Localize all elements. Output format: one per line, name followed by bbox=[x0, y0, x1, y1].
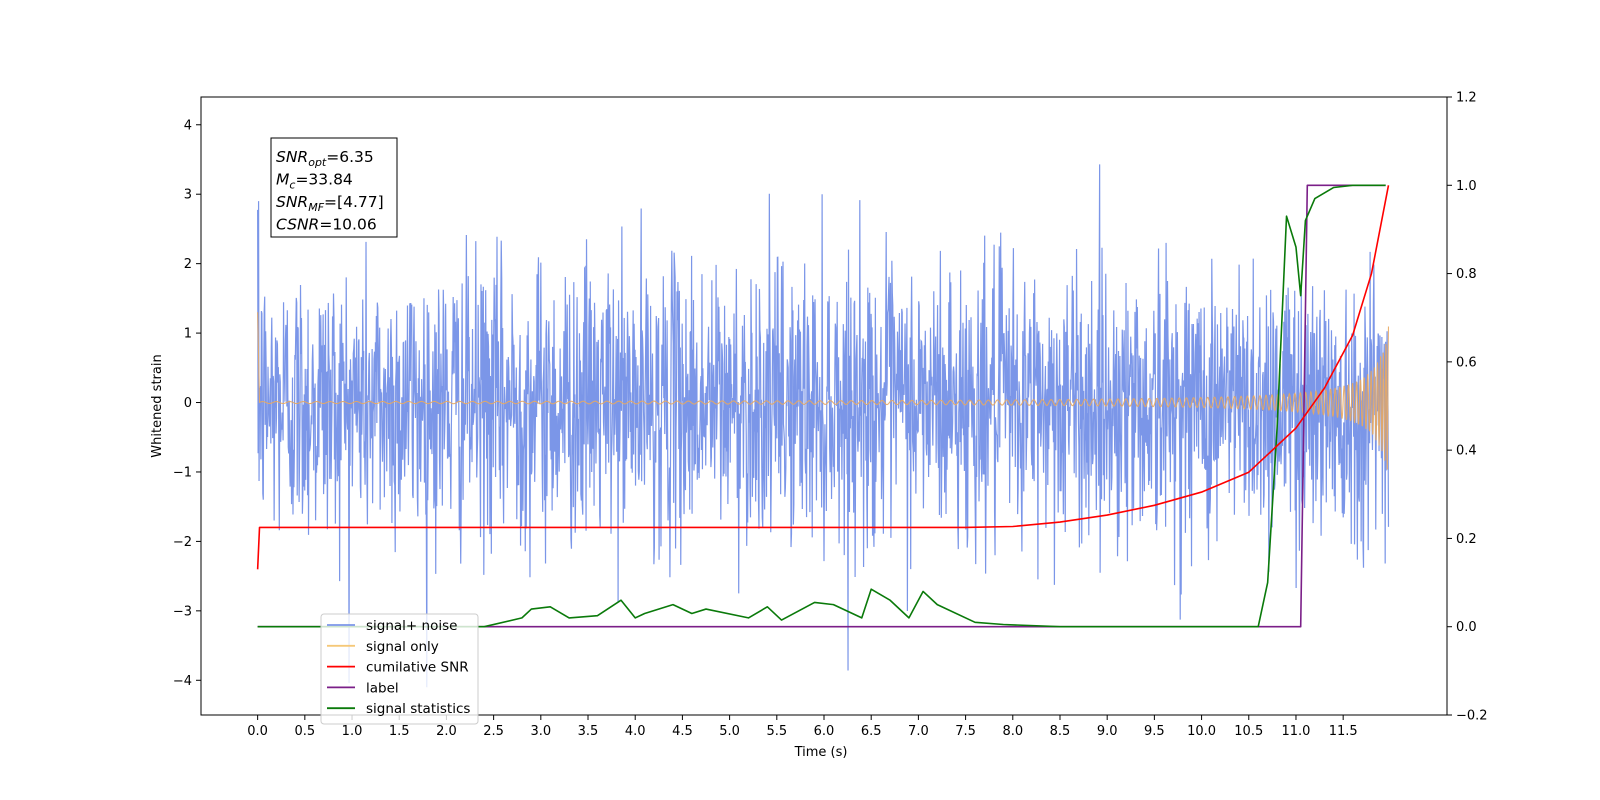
x-tick-label: 0.0 bbox=[247, 724, 268, 739]
y-right-tick-label: −0.2 bbox=[1456, 709, 1488, 724]
y-axis-label: Whitened strain bbox=[150, 354, 165, 457]
x-tick-label: 4.0 bbox=[625, 724, 646, 739]
x-tick-label: 9.5 bbox=[1144, 724, 1165, 739]
y-right-tick-label: 1.0 bbox=[1456, 179, 1477, 194]
x-tick-label: 5.5 bbox=[766, 724, 787, 739]
y-left-tick-label: −3 bbox=[173, 604, 192, 619]
legend-frame bbox=[320, 613, 479, 725]
legend: signal+ noise signal only cumilative SNR la… bbox=[320, 613, 479, 725]
y-right-tick-label: 0.0 bbox=[1456, 620, 1477, 635]
annotation-box-frame bbox=[270, 137, 398, 238]
y-left-tick-label: 0 bbox=[184, 396, 192, 411]
annotation-line: CSNR=10.06 bbox=[276, 216, 377, 234]
series-cumulative-snr-line bbox=[256, 185, 1390, 570]
annotation-line: SNRMF=[4.77] bbox=[276, 193, 384, 214]
y-right-tick-label: 0.4 bbox=[1456, 444, 1477, 459]
legend-entry-label: label bbox=[366, 680, 399, 696]
x-tick-label: 6.5 bbox=[861, 724, 882, 739]
x-axis-label: Time (s) bbox=[794, 745, 848, 760]
y-left-tick-label: 1 bbox=[184, 327, 192, 342]
series-signal-statistics-line bbox=[257, 184, 1386, 628]
y-left-tick-label: 4 bbox=[184, 118, 192, 133]
legend-entry-label: cumilative SNR bbox=[366, 660, 469, 676]
x-tick-label: 3.5 bbox=[578, 724, 599, 739]
x-tick-label: 2.0 bbox=[436, 724, 457, 739]
x-tick-label: 11.0 bbox=[1281, 724, 1310, 739]
legend-entry-label: signal only bbox=[366, 639, 439, 655]
annotation-line: Mc=33.84 bbox=[276, 171, 353, 192]
x-tick-label: 8.0 bbox=[1002, 724, 1023, 739]
axis-layer: 0.0 0.5 1.0 1.5 2.0 2.5 3.0 3.5 4.0 4.5 5.0 5.5 6.0 6… bbox=[173, 91, 1488, 740]
x-tick-label: 7.0 bbox=[908, 724, 929, 739]
x-tick-label: 6.0 bbox=[814, 724, 835, 739]
series-layer bbox=[256, 164, 1390, 688]
legend-entry-label: signal+ noise bbox=[366, 618, 457, 634]
y-left-tick-label: −2 bbox=[173, 535, 192, 550]
x-tick-label: 1.5 bbox=[389, 724, 410, 739]
x-tick-label: 11.5 bbox=[1329, 724, 1358, 739]
annotation-line: SNRopt=6.35 bbox=[276, 148, 374, 169]
y-left-tick-label: 3 bbox=[184, 188, 192, 203]
x-tick-label: 10.5 bbox=[1234, 724, 1263, 739]
x-tick-label: 0.5 bbox=[294, 724, 315, 739]
y-right-tick-label: 0.2 bbox=[1456, 532, 1477, 547]
y-right-tick-label: 0.8 bbox=[1456, 267, 1477, 282]
y-right-tick-label: 1.2 bbox=[1456, 91, 1477, 106]
y-left-tick-label: −4 bbox=[173, 674, 192, 689]
x-tick-label: 4.5 bbox=[672, 724, 693, 739]
x-tick-label: 7.5 bbox=[955, 724, 976, 739]
x-tick-label: 9.0 bbox=[1097, 724, 1118, 739]
y-left-tick-label: −1 bbox=[173, 465, 192, 480]
y-right-tick-label: 0.6 bbox=[1456, 355, 1477, 370]
series-signal-only-line bbox=[257, 312, 1390, 470]
x-tick-label: 1.0 bbox=[342, 724, 363, 739]
x-tick-label: 5.0 bbox=[719, 724, 740, 739]
series-signal-noise-line bbox=[257, 164, 1390, 688]
x-tick-label: 10.0 bbox=[1187, 724, 1216, 739]
legend-entry-label: signal statistics bbox=[366, 701, 470, 717]
y-left-tick-label: 2 bbox=[184, 257, 192, 272]
x-tick-label: 8.5 bbox=[1050, 724, 1071, 739]
x-tick-label: 3.0 bbox=[530, 724, 551, 739]
x-tick-label: 2.5 bbox=[483, 724, 504, 739]
